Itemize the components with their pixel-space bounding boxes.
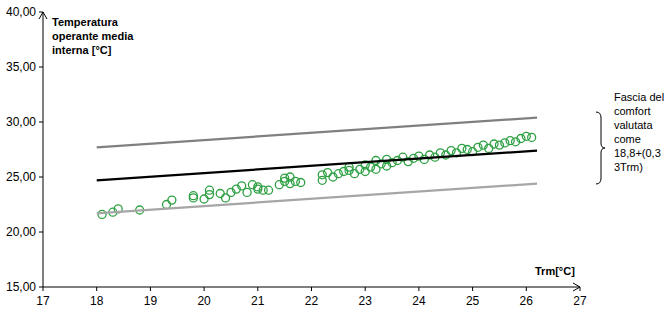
data-point [291, 177, 299, 185]
data-point [163, 201, 171, 209]
x-tick-label: 27 [573, 294, 587, 308]
annotation-line: Fascia del [614, 91, 664, 103]
chart: 15,00 20,00 25,00 30,00 35,00 40,00 17 18 19 20 21… [0, 0, 671, 323]
data-point [485, 144, 493, 152]
x-tick [204, 287, 205, 291]
y-tick [39, 122, 43, 123]
data-point [200, 195, 208, 203]
data-point [458, 144, 466, 152]
x-tick [257, 287, 258, 291]
y-tick [39, 177, 43, 178]
y-axis [43, 12, 44, 287]
comfort-line [97, 118, 537, 148]
y-tick [39, 12, 43, 13]
x-tick-label: 19 [144, 294, 158, 308]
x-tick-label: 26 [520, 294, 534, 308]
brace [596, 112, 605, 184]
x-tick [472, 287, 473, 291]
data-point [98, 210, 106, 218]
x-axis-arrow [573, 283, 580, 291]
data-point [506, 137, 514, 145]
data-point [189, 194, 197, 202]
y-tick-label: 15,00 [6, 280, 36, 294]
x-tick [43, 287, 44, 291]
annotation-line: comfort [614, 105, 651, 117]
data-point [324, 169, 332, 177]
x-tick [365, 287, 366, 291]
annotation-line: come [614, 133, 641, 145]
data-point [528, 133, 536, 141]
y-tick [39, 67, 43, 68]
y-axis-label: Temperatura operante media interna [°C] [52, 16, 134, 56]
data-point [490, 140, 498, 148]
x-tick-label: 22 [305, 294, 319, 308]
data-point [216, 190, 224, 198]
y-axis-label-line: operante media [52, 30, 134, 42]
y-axis-label-line: interna [°C] [52, 44, 112, 56]
data-point [340, 168, 348, 176]
data-point [265, 186, 273, 194]
y-tick-label: 30,00 [6, 115, 36, 129]
annotation-line: valutata [614, 119, 653, 131]
data-point [522, 132, 530, 140]
y-tick-label: 40,00 [6, 5, 36, 19]
x-tick [150, 287, 151, 291]
data-point [286, 173, 294, 181]
y-axis-label-line: Temperatura [52, 16, 119, 28]
x-tick-label: 20 [197, 294, 211, 308]
x-tick-label: 17 [36, 294, 50, 308]
data-point [350, 170, 358, 178]
x-tick-label: 18 [90, 294, 104, 308]
x-tick [418, 287, 419, 291]
x-tick-label: 21 [251, 294, 265, 308]
y-tick [39, 232, 43, 233]
comfort-line [97, 151, 537, 181]
data-point [297, 179, 305, 187]
y-tick-label: 25,00 [6, 170, 36, 184]
annotation-line: 3Trm) [614, 161, 643, 173]
x-tick [526, 287, 527, 291]
x-tick-label: 25 [466, 294, 480, 308]
annotation: Fascia del comfort valutata come 18,8+(0,3 3T… [614, 91, 664, 173]
x-tick-label: 24 [412, 294, 426, 308]
y-axis-arrow [39, 12, 47, 19]
x-tick [311, 287, 312, 291]
y-tick-label: 20,00 [6, 225, 36, 239]
comfort-line [97, 184, 537, 214]
x-axis-label: Trm[°C] [535, 265, 575, 277]
annotation-line: 18,8+(0,3 [614, 147, 661, 159]
data-point [243, 188, 251, 196]
x-tick [580, 287, 581, 291]
y-tick [39, 287, 43, 288]
data-point [205, 186, 213, 194]
plot-area [97, 118, 537, 219]
y-tick-label: 35,00 [6, 60, 36, 74]
data-point [168, 196, 176, 204]
x-tick [96, 287, 97, 291]
x-tick-label: 23 [359, 294, 373, 308]
